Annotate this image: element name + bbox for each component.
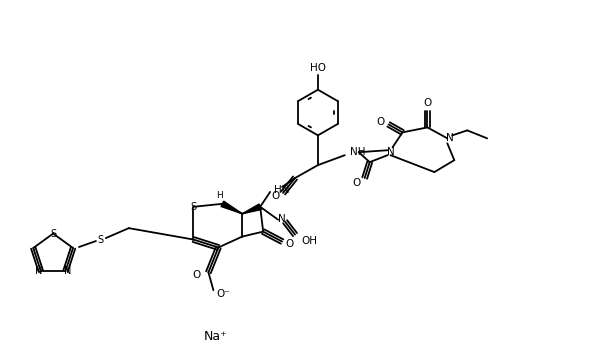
Text: O: O [285, 239, 293, 248]
Text: O: O [376, 117, 385, 127]
Text: N: N [447, 133, 454, 143]
Text: S: S [50, 229, 56, 239]
Text: H: H [216, 191, 223, 200]
Text: N: N [386, 147, 394, 157]
Text: O: O [353, 178, 361, 188]
Text: Na⁺: Na⁺ [204, 330, 227, 343]
Text: O⁻: O⁻ [216, 289, 230, 299]
Text: S: S [191, 202, 197, 212]
Text: S: S [98, 235, 104, 245]
Polygon shape [242, 204, 261, 214]
Text: N: N [35, 266, 43, 276]
Text: HO: HO [310, 63, 326, 73]
Text: OH: OH [301, 235, 317, 245]
Text: HN: HN [274, 185, 290, 195]
Text: O: O [271, 191, 279, 201]
Text: O: O [423, 97, 432, 108]
Polygon shape [221, 201, 242, 214]
Text: NH: NH [350, 147, 365, 157]
Text: N: N [64, 266, 71, 276]
Text: O: O [192, 270, 201, 280]
Text: N: N [278, 214, 286, 224]
